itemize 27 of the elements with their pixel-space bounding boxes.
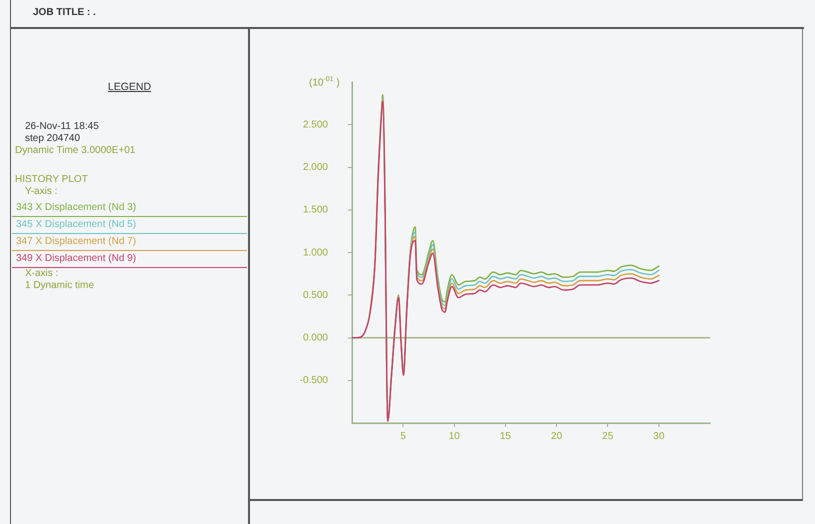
- x-tick-label: 15: [500, 430, 512, 442]
- y-axis-title: (10$^{-01}$ ): [309, 76, 340, 88]
- text: HISTORY PLOT: [14, 174, 89, 186]
- y-tick-label: 0.000: [302, 332, 328, 344]
- y-tick-label: 1.000: [302, 247, 328, 258]
- x-tick-label: 20: [551, 430, 563, 442]
- text: Y-axis :: [24, 186, 58, 198]
- text: X-axis :: [24, 268, 60, 280]
- x-tick-label: 25: [602, 430, 614, 442]
- text: 347 X Displacement (Nd 7): [12, 234, 247, 251]
- text: 345 X Displacement (Nd 5): [12, 217, 247, 234]
- text: step 204740: [24, 133, 82, 145]
- text: LEGEND: [106, 81, 152, 94]
- y-tick-label: -0.500: [300, 375, 328, 386]
- text: 343 X Displacement (Nd 3): [12, 200, 247, 217]
- x-tick-label: 30: [653, 430, 665, 442]
- y-tick-label: 1.500: [302, 204, 328, 216]
- x-tick-label: 10: [448, 430, 460, 442]
- text: 1 Dynamic time: [24, 280, 95, 292]
- y-tick-label: 0.500: [302, 290, 328, 301]
- x-tick-label: 5: [400, 430, 406, 442]
- y-tick-label: 2.000: [302, 162, 328, 173]
- text: JOB TITLE : .: [33, 7, 96, 18]
- text: 349 X Displacement (Nd 9): [12, 251, 247, 268]
- text: Dynamic Time 3.0000E+01: [14, 145, 136, 157]
- text: 26-Nov-11 18:45: [24, 121, 100, 133]
- y-tick-label: 2.500: [302, 119, 328, 130]
